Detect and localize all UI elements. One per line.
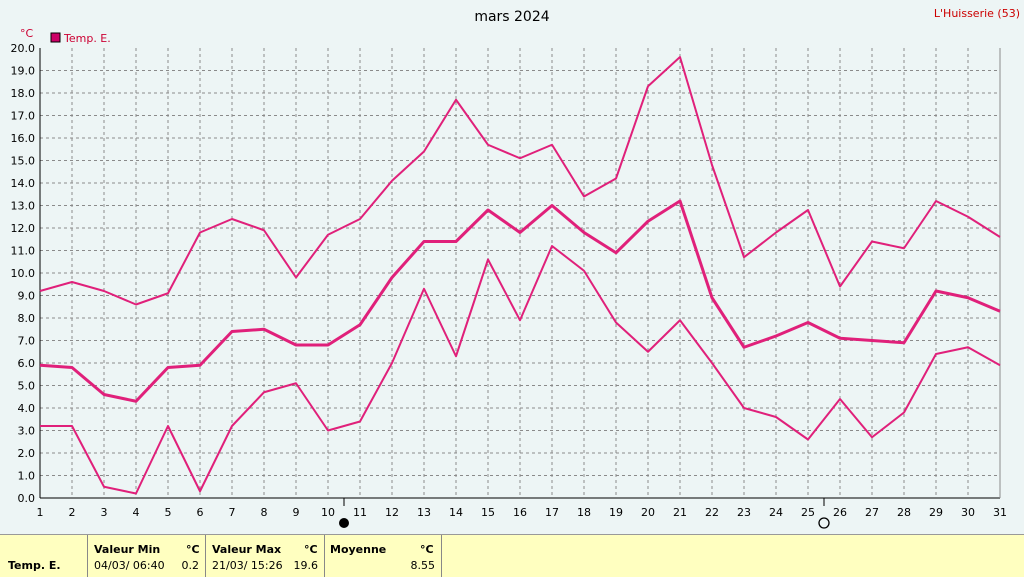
x-tick-label: 23 [737, 506, 751, 519]
x-tick-label: 17 [545, 506, 559, 519]
summary-row-header: Temp. E. [0, 535, 88, 577]
x-tick-label: 19 [609, 506, 623, 519]
x-tick-label: 6 [197, 506, 204, 519]
min-label: Valeur Min [94, 543, 161, 556]
y-tick-label: 0.0 [18, 492, 36, 505]
y-tick-label: 6.0 [18, 357, 36, 370]
x-tick-label: 21 [673, 506, 687, 519]
summary-mean-cell: Moyenne °C 8.55 [325, 535, 442, 577]
y-tick-label: 8.0 [18, 312, 36, 325]
y-tick-label: 16.0 [11, 132, 36, 145]
full-moon-icon [818, 517, 830, 529]
chart-title: mars 2024 [474, 9, 549, 25]
y-tick-label: 5.0 [18, 380, 36, 393]
station-name: L'Huisserie (53) [934, 7, 1020, 20]
y-tick-label: 7.0 [18, 335, 36, 348]
x-tick-label: 1 [37, 506, 44, 519]
temperature-chart: mars 2024 L'Huisserie (53) °C Temp. E. 0… [11, 7, 1020, 529]
legend-swatch [50, 32, 61, 43]
min-when: 04/03/ 06:40 [94, 559, 165, 572]
x-tick-label: 26 [833, 506, 847, 519]
y-tick-label: 11.0 [11, 245, 36, 258]
summary-min-cell: Valeur Min °C 04/03/ 06:40 0.2 [88, 535, 206, 577]
y-tick-label: 18.0 [11, 87, 36, 100]
y-tick-label: 15.0 [11, 155, 36, 168]
y-tick-label: 14.0 [11, 177, 36, 190]
y-tick-label: 4.0 [18, 402, 36, 415]
y-tick-label: 13.0 [11, 200, 36, 213]
plot-area: 0.01.02.03.04.05.06.07.08.09.010.011.012… [11, 42, 1007, 529]
x-tick-label: 25 [801, 506, 815, 519]
y-tick-label: 2.0 [18, 447, 36, 460]
max-label: Valeur Max [212, 543, 282, 556]
summary-max-cell: Valeur Max °C 21/03/ 15:26 19.6 [206, 535, 325, 577]
series-line-min [40, 245, 1001, 495]
y-tick-label: 3.0 [18, 425, 36, 438]
max-when: 21/03/ 15:26 [212, 559, 283, 572]
x-tick-label: 27 [865, 506, 879, 519]
y-tick-label: 20.0 [11, 42, 36, 55]
mean-label: Moyenne [330, 543, 387, 556]
x-tick-label: 14 [449, 506, 463, 519]
mean-unit: °C [420, 543, 434, 556]
x-tick-label: 28 [897, 506, 911, 519]
y-tick-label: 12.0 [11, 222, 36, 235]
min-unit: °C [186, 543, 200, 556]
x-tick-label: 3 [101, 506, 108, 519]
x-tick-label: 24 [769, 506, 783, 519]
y-unit-label: °C [20, 27, 34, 40]
x-tick-label: 30 [961, 506, 975, 519]
max-value: 19.6 [293, 559, 319, 572]
y-tick-label: 9.0 [18, 290, 36, 303]
x-tick-label: 31 [993, 506, 1007, 519]
x-tick-label: 8 [261, 506, 268, 519]
x-tick-label: 10 [321, 506, 335, 519]
y-tick-label: 10.0 [11, 267, 36, 280]
x-tick-label: 7 [229, 506, 236, 519]
x-tick-label: 12 [385, 506, 399, 519]
y-tick-label: 1.0 [18, 470, 36, 483]
mean-value: 8.55 [410, 559, 436, 572]
x-tick-label: 18 [577, 506, 591, 519]
x-tick-label: 11 [353, 506, 367, 519]
x-tick-label: 13 [417, 506, 431, 519]
legend-label: Temp. E. [63, 32, 111, 45]
series-line-max [39, 56, 1001, 306]
x-tick-label: 15 [481, 506, 495, 519]
summary-table: Temp. E. Valeur Min °C 04/03/ 06:40 0.2 … [0, 534, 1024, 577]
y-tick-label: 17.0 [11, 110, 36, 123]
max-unit: °C [304, 543, 318, 556]
x-tick-label: 9 [293, 506, 300, 519]
x-tick-label: 2 [69, 506, 76, 519]
min-value: 0.2 [181, 559, 200, 572]
series-line-mean [39, 199, 1001, 403]
x-tick-label: 20 [641, 506, 655, 519]
x-tick-label: 4 [133, 506, 140, 519]
new-moon-icon [339, 518, 349, 528]
x-tick-label: 29 [929, 506, 943, 519]
summary-row-label: Temp. E. [8, 559, 61, 572]
x-tick-label: 5 [165, 506, 172, 519]
x-tick-label: 22 [705, 506, 719, 519]
x-tick-label: 16 [513, 506, 527, 519]
y-tick-label: 19.0 [11, 65, 36, 78]
